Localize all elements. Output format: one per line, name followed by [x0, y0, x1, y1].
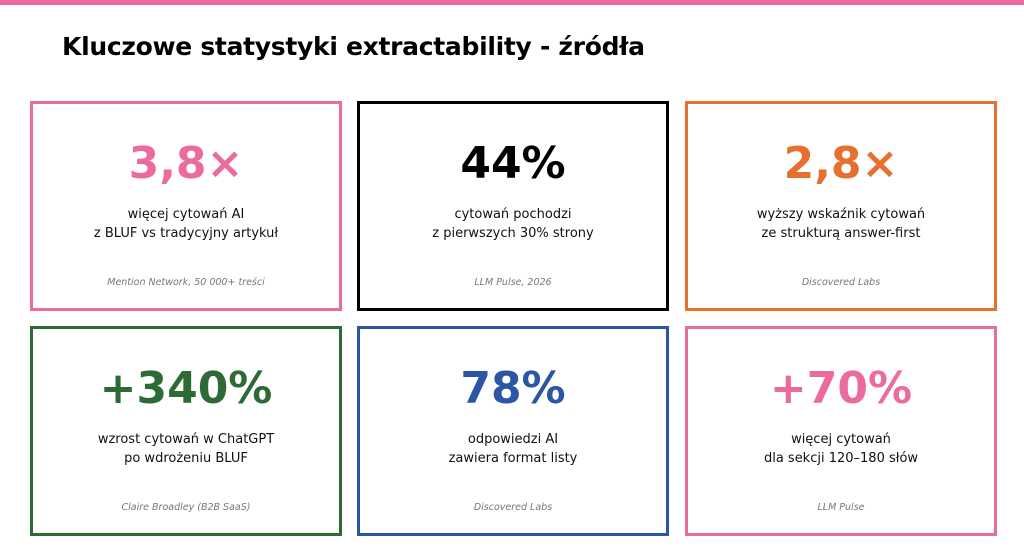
stat-description-line: po wdrożeniu BLUF — [124, 451, 248, 466]
stat-description-line: zawiera format listy — [448, 451, 578, 466]
stat-value: 44% — [460, 138, 566, 189]
stat-card: 2,8× wyższy wskaźnik cytowań ze struktur… — [685, 101, 997, 311]
stat-card: 78% odpowiedzi AI zawiera format listy D… — [357, 326, 669, 536]
stat-description-line: więcej cytowań — [791, 432, 891, 447]
stat-value: 3,8× — [128, 138, 244, 189]
stat-description-line: z BLUF vs tradycyjny artykuł — [93, 226, 279, 241]
stat-value: 78% — [460, 363, 566, 414]
stat-card: +340% wzrost cytowań w ChatGPT po wdroże… — [30, 326, 342, 536]
stat-description-line: z pierwszych 30% strony — [432, 226, 594, 241]
stat-value: +340% — [99, 363, 273, 414]
stat-description: cytowań pochodzi z pierwszych 30% strony — [360, 205, 666, 243]
stat-card: 44% cytowań pochodzi z pierwszych 30% st… — [357, 101, 669, 311]
stat-source: Claire Broadley (B2B SaaS) — [121, 502, 251, 513]
page-title: Kluczowe statystyki extractability - źró… — [62, 32, 645, 61]
stat-description-line: więcej cytowań AI — [127, 207, 245, 222]
stat-source: Mention Network, 50 000+ treści — [107, 277, 265, 288]
stat-source: Discovered Labs — [473, 502, 553, 513]
stat-value: +70% — [769, 363, 913, 414]
stat-description-line: cytowań pochodzi — [454, 207, 572, 222]
stat-source: LLM Pulse, 2026 — [474, 277, 552, 288]
stat-source: Discovered Labs — [801, 277, 881, 288]
stat-description: więcej cytowań dla sekcji 120–180 słów — [688, 430, 994, 468]
stat-description: wyższy wskaźnik cytowań ze strukturą ans… — [688, 205, 994, 243]
stat-description-line: ze strukturą answer-first — [761, 226, 921, 241]
stat-value: 2,8× — [783, 138, 899, 189]
stat-description: więcej cytowań AI z BLUF vs tradycyjny a… — [33, 205, 339, 243]
stat-description-line: wzrost cytowań w ChatGPT — [97, 432, 275, 447]
stat-card: +70% więcej cytowań dla sekcji 120–180 s… — [685, 326, 997, 536]
stat-description-line: dla sekcji 120–180 słów — [763, 451, 919, 466]
stat-card: 3,8× więcej cytowań AI z BLUF vs tradycy… — [30, 101, 342, 311]
top-accent-bar — [0, 0, 1024, 5]
stat-description-line: odpowiedzi AI — [467, 432, 559, 447]
stat-description-line: wyższy wskaźnik cytowań — [756, 207, 926, 222]
stat-source: LLM Pulse — [817, 502, 865, 513]
stat-description: odpowiedzi AI zawiera format listy — [360, 430, 666, 468]
stat-description: wzrost cytowań w ChatGPT po wdrożeniu BL… — [33, 430, 339, 468]
